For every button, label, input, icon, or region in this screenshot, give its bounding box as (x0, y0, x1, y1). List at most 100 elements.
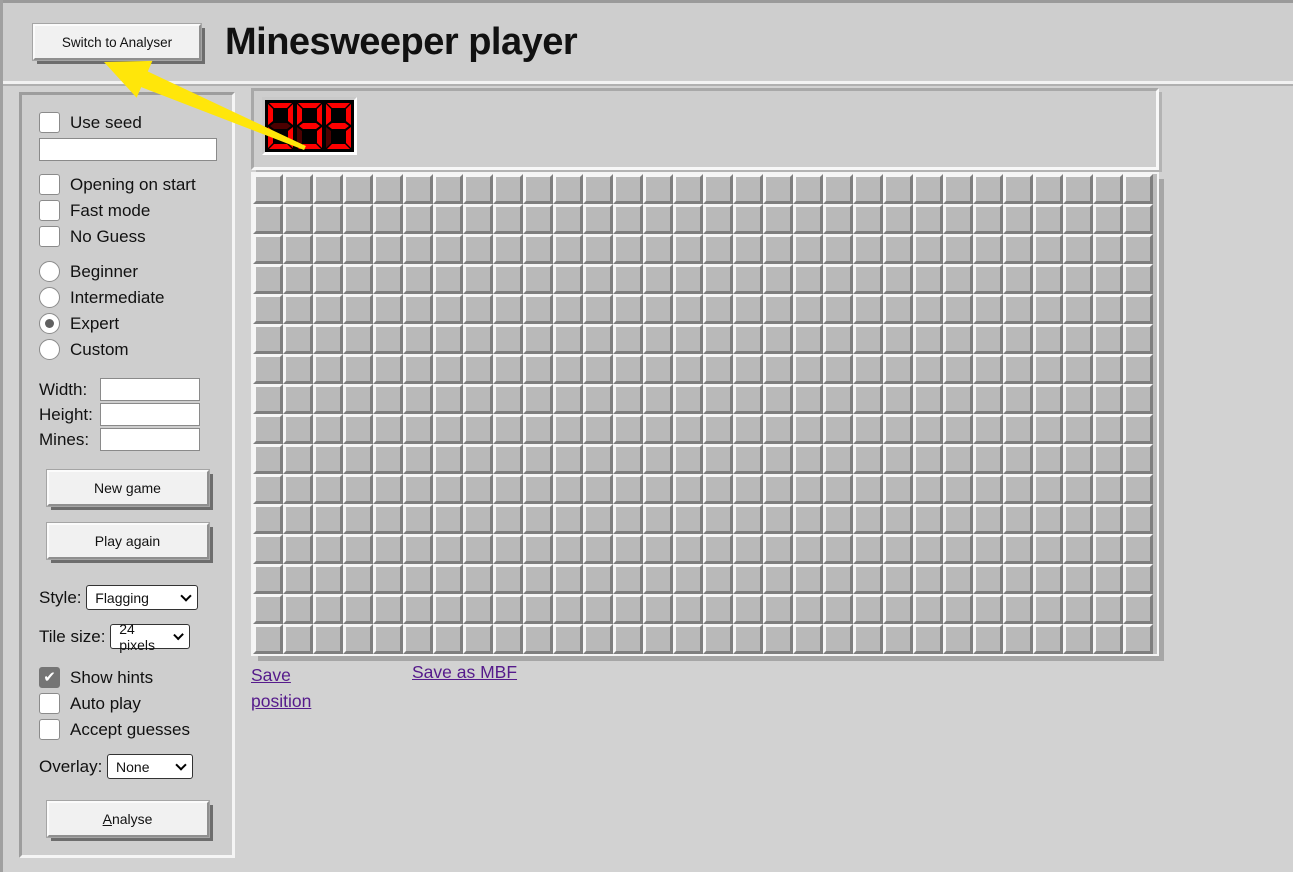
no-guess-checkbox[interactable]: ✔ (39, 226, 60, 247)
board-tile[interactable] (823, 564, 853, 594)
board-tile[interactable] (523, 594, 553, 624)
board-tile[interactable] (853, 324, 883, 354)
board-tile[interactable] (793, 564, 823, 594)
board-tile[interactable] (373, 504, 403, 534)
board-tile[interactable] (523, 174, 553, 204)
board-tile[interactable] (643, 234, 673, 264)
board-tile[interactable] (703, 384, 733, 414)
board-tile[interactable] (1093, 324, 1123, 354)
board-tile[interactable] (943, 294, 973, 324)
board-tile[interactable] (493, 504, 523, 534)
board-tile[interactable] (523, 414, 553, 444)
board-tile[interactable] (1033, 594, 1063, 624)
board-tile[interactable] (373, 444, 403, 474)
board-tile[interactable] (913, 534, 943, 564)
board-tile[interactable] (703, 624, 733, 654)
board-tile[interactable] (883, 264, 913, 294)
board-tile[interactable] (1003, 444, 1033, 474)
board-tile[interactable] (613, 234, 643, 264)
board-tile[interactable] (1123, 504, 1153, 534)
board-tile[interactable] (553, 384, 583, 414)
board-tile[interactable] (403, 444, 433, 474)
board-tile[interactable] (433, 474, 463, 504)
board-tile[interactable] (553, 324, 583, 354)
tile-size-select[interactable]: 24 pixels (110, 621, 191, 653)
board-tile[interactable] (913, 474, 943, 504)
board-tile[interactable] (373, 474, 403, 504)
board-tile[interactable] (403, 294, 433, 324)
board-tile[interactable] (1123, 294, 1153, 324)
board-tile[interactable] (613, 264, 643, 294)
board-tile[interactable] (733, 504, 763, 534)
board-tile[interactable] (613, 504, 643, 534)
board-tile[interactable] (1123, 594, 1153, 624)
board-tile[interactable] (943, 444, 973, 474)
board-tile[interactable] (613, 444, 643, 474)
board-tile[interactable] (1123, 474, 1153, 504)
board-tile[interactable] (403, 264, 433, 294)
board-tile[interactable] (733, 534, 763, 564)
board-tile[interactable] (1123, 564, 1153, 594)
board-tile[interactable] (613, 174, 643, 204)
board-tile[interactable] (1123, 264, 1153, 294)
board-tile[interactable] (673, 354, 703, 384)
board-tile[interactable] (463, 504, 493, 534)
board-tile[interactable] (1093, 504, 1123, 534)
board-tile[interactable] (613, 384, 643, 414)
board-tile[interactable] (643, 294, 673, 324)
board-tile[interactable] (1033, 564, 1063, 594)
board-tile[interactable] (853, 264, 883, 294)
board-tile[interactable] (523, 624, 553, 654)
board-tile[interactable] (583, 234, 613, 264)
analyse-button[interactable]: Analyse (45, 800, 210, 838)
board-tile[interactable] (883, 204, 913, 234)
board-tile[interactable] (823, 354, 853, 384)
board-tile[interactable] (463, 204, 493, 234)
board-tile[interactable] (553, 204, 583, 234)
board-tile[interactable] (343, 474, 373, 504)
board-tile[interactable] (343, 444, 373, 474)
board-tile[interactable] (823, 444, 853, 474)
board-tile[interactable] (313, 504, 343, 534)
board-tile[interactable] (943, 234, 973, 264)
board-tile[interactable] (553, 294, 583, 324)
board-tile[interactable] (433, 384, 463, 414)
board-tile[interactable] (583, 354, 613, 384)
board-tile[interactable] (343, 594, 373, 624)
board-tile[interactable] (253, 174, 283, 204)
board-tile[interactable] (673, 384, 703, 414)
custom-radio[interactable] (39, 339, 60, 360)
board-tile[interactable] (373, 624, 403, 654)
board-tile[interactable] (853, 354, 883, 384)
beginner-radio[interactable] (39, 261, 60, 282)
board-tile[interactable] (1003, 624, 1033, 654)
board-tile[interactable] (523, 354, 553, 384)
board-tile[interactable] (433, 204, 463, 234)
board-tile[interactable] (973, 624, 1003, 654)
board-tile[interactable] (553, 234, 583, 264)
board-tile[interactable] (1033, 474, 1063, 504)
board-tile[interactable] (643, 564, 673, 594)
board-tile[interactable] (793, 624, 823, 654)
board-tile[interactable] (703, 594, 733, 624)
board-tile[interactable] (793, 294, 823, 324)
board-tile[interactable] (673, 504, 703, 534)
board-tile[interactable] (343, 384, 373, 414)
board-tile[interactable] (823, 534, 853, 564)
board-tile[interactable] (583, 264, 613, 294)
board-tile[interactable] (523, 504, 553, 534)
board-tile[interactable] (613, 204, 643, 234)
board-tile[interactable] (1003, 564, 1033, 594)
board-tile[interactable] (313, 324, 343, 354)
board-tile[interactable] (463, 624, 493, 654)
board-tile[interactable] (793, 384, 823, 414)
board-tile[interactable] (1033, 384, 1063, 414)
board-tile[interactable] (493, 474, 523, 504)
board-tile[interactable] (283, 594, 313, 624)
board-tile[interactable] (343, 504, 373, 534)
board-tile[interactable] (703, 564, 733, 594)
board-tile[interactable] (673, 534, 703, 564)
board-tile[interactable] (313, 594, 343, 624)
board-tile[interactable] (643, 354, 673, 384)
board-tile[interactable] (283, 504, 313, 534)
